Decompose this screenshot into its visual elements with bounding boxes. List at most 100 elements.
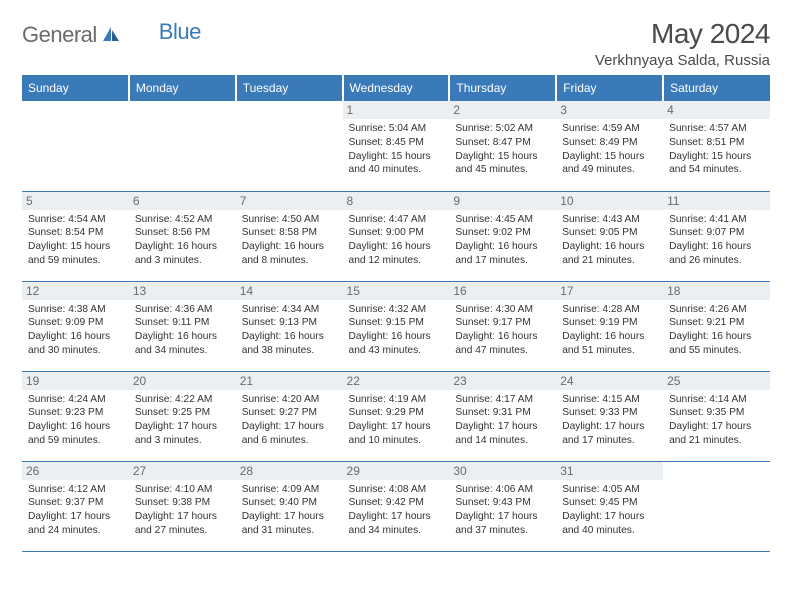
calendar-cell: 29 Sunrise: 4:08 AMSunset: 9:42 PMDayligh… [343, 461, 450, 551]
weekday-header: Sunday [22, 75, 129, 101]
day-info: Sunrise: 4:57 AMSunset: 8:51 PMDaylight:… [669, 122, 764, 177]
calendar-week: 1Sunrise: 5:04 AMSunset: 8:45 PMDaylight… [22, 101, 770, 191]
day-info: Sunrise: 4:26 AMSunset: 9:21 PMDaylight:… [669, 303, 764, 358]
calendar-cell: 16 Sunrise: 4:30 AMSunset: 9:17 PMDayligh… [449, 281, 556, 371]
day-info: Sunrise: 4:41 AMSunset: 9:07 PMDaylight:… [669, 213, 764, 268]
brand-logo: General Blue [22, 18, 201, 48]
weekday-header: Wednesday [343, 75, 450, 101]
day-info: Sunrise: 4:24 AMSunset: 9:23 PMDaylight:… [28, 393, 123, 448]
daylight-text: Daylight: 16 hours and 12 minutes. [349, 240, 444, 268]
day-info: Sunrise: 4:59 AMSunset: 8:49 PMDaylight:… [562, 122, 657, 177]
calendar-cell [663, 461, 770, 551]
day-number: 18 [663, 282, 770, 300]
daylight-text: Daylight: 16 hours and 30 minutes. [28, 330, 123, 358]
day-info: Sunrise: 4:32 AMSunset: 9:15 PMDaylight:… [349, 303, 444, 358]
day-info: Sunrise: 4:47 AMSunset: 9:00 PMDaylight:… [349, 213, 444, 268]
sunset-text: Sunset: 9:38 PM [135, 496, 230, 510]
calendar-week: 26Sunrise: 4:12 AMSunset: 9:37 PMDayligh… [22, 461, 770, 551]
sail-icon [101, 25, 121, 48]
sunset-text: Sunset: 9:37 PM [28, 496, 123, 510]
sunrise-text: Sunrise: 4:17 AM [455, 393, 550, 407]
sunset-text: Sunset: 9:13 PM [242, 316, 337, 330]
sunrise-text: Sunrise: 4:15 AM [562, 393, 657, 407]
day-number: 15 [343, 282, 450, 300]
calendar-week: 5Sunrise: 4:54 AMSunset: 8:54 PMDaylight… [22, 191, 770, 281]
day-number: 29 [343, 462, 450, 480]
daylight-text: Daylight: 16 hours and 51 minutes. [562, 330, 657, 358]
daylight-text: Daylight: 17 hours and 10 minutes. [349, 420, 444, 448]
sunset-text: Sunset: 8:49 PM [562, 136, 657, 150]
sunset-text: Sunset: 9:45 PM [562, 496, 657, 510]
calendar-cell: 25Sunrise: 4:14 AMSunset: 9:35 PMDayligh… [663, 371, 770, 461]
calendar-cell: 2Sunrise: 5:02 AMSunset: 8:47 PMDaylight… [449, 101, 556, 191]
daylight-text: Daylight: 17 hours and 31 minutes. [242, 510, 337, 538]
sunset-text: Sunset: 8:47 PM [455, 136, 550, 150]
calendar-cell: 10Sunrise: 4:43 AMSunset: 9:05 PMDayligh… [556, 191, 663, 281]
sunrise-text: Sunrise: 5:02 AM [455, 122, 550, 136]
calendar-cell: 8Sunrise: 4:47 AMSunset: 9:00 PMDaylight… [343, 191, 450, 281]
sunset-text: Sunset: 8:58 PM [242, 226, 337, 240]
daylight-text: Daylight: 16 hours and 55 minutes. [669, 330, 764, 358]
sunset-text: Sunset: 9:15 PM [349, 316, 444, 330]
day-number: 27 [129, 462, 236, 480]
weekday-header: Monday [129, 75, 236, 101]
calendar-cell: 17Sunrise: 4:28 AMSunset: 9:19 PMDayligh… [556, 281, 663, 371]
brand-part2: Blue [159, 19, 201, 45]
day-info: Sunrise: 4:36 AMSunset: 9:11 PMDaylight:… [135, 303, 230, 358]
day-info: Sunrise: 4:38 AMSunset: 9:09 PMDaylight:… [28, 303, 123, 358]
sunrise-text: Sunrise: 4:28 AM [562, 303, 657, 317]
day-info: Sunrise: 4:22 AMSunset: 9:25 PMDaylight:… [135, 393, 230, 448]
day-number: 12 [22, 282, 129, 300]
daylight-text: Daylight: 17 hours and 14 minutes. [455, 420, 550, 448]
day-info: Sunrise: 4:30 AMSunset: 9:17 PMDaylight:… [455, 303, 550, 358]
calendar-cell: 28Sunrise: 4:09 AMSunset: 9:40 PMDayligh… [236, 461, 343, 551]
calendar-cell: 21Sunrise: 4:20 AMSunset: 9:27 PMDayligh… [236, 371, 343, 461]
sunset-text: Sunset: 9:09 PM [28, 316, 123, 330]
calendar-cell: 4 Sunrise: 4:57 AMSunset: 8:51 PMDaylight… [663, 101, 770, 191]
daylight-text: Daylight: 17 hours and 40 minutes. [562, 510, 657, 538]
sunset-text: Sunset: 9:02 PM [455, 226, 550, 240]
sunrise-text: Sunrise: 4:36 AM [135, 303, 230, 317]
day-info: Sunrise: 4:50 AMSunset: 8:58 PMDaylight:… [242, 213, 337, 268]
day-number: 24 [556, 372, 663, 390]
calendar-cell [22, 101, 129, 191]
sunrise-text: Sunrise: 4:20 AM [242, 393, 337, 407]
day-number: 16 [449, 282, 556, 300]
sunrise-text: Sunrise: 4:30 AM [455, 303, 550, 317]
day-number: 4 [663, 101, 770, 119]
sunrise-text: Sunrise: 4:06 AM [455, 483, 550, 497]
calendar-cell: 5Sunrise: 4:54 AMSunset: 8:54 PMDaylight… [22, 191, 129, 281]
daylight-text: Daylight: 16 hours and 3 minutes. [135, 240, 230, 268]
day-number: 22 [343, 372, 450, 390]
day-info: Sunrise: 4:14 AMSunset: 9:35 PMDaylight:… [669, 393, 764, 448]
day-number: 28 [236, 462, 343, 480]
sunrise-text: Sunrise: 4:22 AM [135, 393, 230, 407]
day-number: 21 [236, 372, 343, 390]
day-info: Sunrise: 4:17 AMSunset: 9:31 PMDaylight:… [455, 393, 550, 448]
sunset-text: Sunset: 9:19 PM [562, 316, 657, 330]
calendar-cell: 15 Sunrise: 4:32 AMSunset: 9:15 PMDayligh… [343, 281, 450, 371]
sunset-text: Sunset: 9:17 PM [455, 316, 550, 330]
calendar-cell: 1Sunrise: 5:04 AMSunset: 8:45 PMDaylight… [343, 101, 450, 191]
calendar-cell: 24Sunrise: 4:15 AMSunset: 9:33 PMDayligh… [556, 371, 663, 461]
sunrise-text: Sunrise: 4:43 AM [562, 213, 657, 227]
day-number: 20 [129, 372, 236, 390]
calendar-table: SundayMondayTuesdayWednesdayThursdayFrid… [22, 75, 770, 552]
sunset-text: Sunset: 8:54 PM [28, 226, 123, 240]
day-info: Sunrise: 5:02 AMSunset: 8:47 PMDaylight:… [455, 122, 550, 177]
daylight-text: Daylight: 16 hours and 26 minutes. [669, 240, 764, 268]
day-number: 7 [236, 192, 343, 210]
day-number: 23 [449, 372, 556, 390]
calendar-cell: 18 Sunrise: 4:26 AMSunset: 9:21 PMDayligh… [663, 281, 770, 371]
calendar-cell: 11Sunrise: 4:41 AMSunset: 9:07 PMDayligh… [663, 191, 770, 281]
calendar-cell: 14Sunrise: 4:34 AMSunset: 9:13 PMDayligh… [236, 281, 343, 371]
daylight-text: Daylight: 15 hours and 54 minutes. [669, 150, 764, 178]
sunrise-text: Sunrise: 4:12 AM [28, 483, 123, 497]
sunrise-text: Sunrise: 4:10 AM [135, 483, 230, 497]
day-info: Sunrise: 4:08 AMSunset: 9:42 PMDaylight:… [349, 483, 444, 538]
day-info: Sunrise: 4:05 AMSunset: 9:45 PMDaylight:… [562, 483, 657, 538]
calendar-cell: 19Sunrise: 4:24 AMSunset: 9:23 PMDayligh… [22, 371, 129, 461]
daylight-text: Daylight: 16 hours and 38 minutes. [242, 330, 337, 358]
day-info: Sunrise: 4:19 AMSunset: 9:29 PMDaylight:… [349, 393, 444, 448]
calendar-cell: 31Sunrise: 4:05 AMSunset: 9:45 PMDayligh… [556, 461, 663, 551]
